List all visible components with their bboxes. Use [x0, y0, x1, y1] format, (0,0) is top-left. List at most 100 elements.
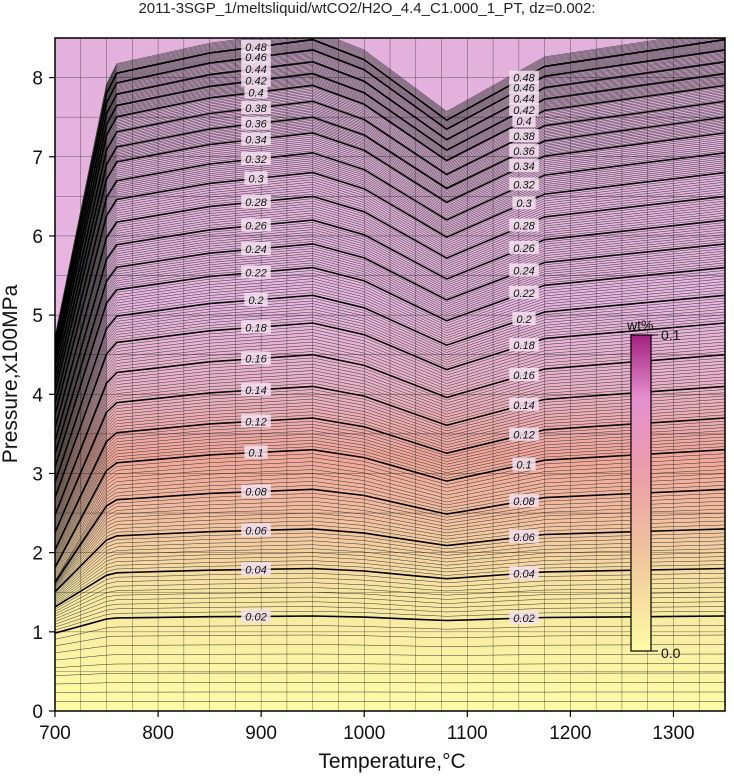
x-tick-label: 900: [245, 723, 277, 744]
contour-label: 0.1: [512, 457, 536, 472]
contour-label-text: 0.12: [513, 430, 534, 442]
contour-label: 0.24: [241, 242, 271, 256]
contour-label: 0.16: [509, 368, 539, 382]
colorbar-unit: wt%: [626, 317, 653, 333]
contour-label-text: 0.14: [245, 385, 266, 397]
contour-label-text: 0.38: [245, 103, 267, 115]
contour-label-text: 0.32: [513, 180, 534, 192]
contour-label-text: 0.36: [245, 119, 267, 131]
contour-label: 0.06: [509, 529, 539, 544]
contour-label: 0.48: [509, 70, 539, 85]
y-tick-label: 1: [32, 623, 43, 644]
contour-label: 0.2: [244, 292, 268, 307]
contour-label: 0.44: [241, 61, 271, 76]
contour-label-text: 0.36: [513, 146, 535, 158]
contour-label: 0.34: [509, 158, 539, 173]
contour-label-text: 0.14: [513, 400, 534, 412]
contour-label: 0.42: [509, 102, 539, 117]
contour-label-text: 0.4: [516, 116, 531, 128]
x-axis-title: Temperature,°C: [318, 750, 465, 773]
contour-label-text: 0.1: [248, 448, 263, 460]
contour-label-text: 0.28: [513, 221, 535, 233]
y-tick-label: 7: [32, 148, 43, 169]
contour-label-text: 0.08: [513, 496, 535, 508]
contour-label-text: 0.1: [516, 460, 531, 472]
contour-label-text: 0.24: [513, 265, 534, 277]
contour-label-text: 0.06: [245, 525, 267, 537]
contour-label-text: 0.48: [513, 73, 535, 85]
contour-label-text: 0.12: [245, 416, 266, 428]
plot-frame: [54, 37, 726, 712]
contour-label: 0.18: [241, 320, 271, 334]
contour-label: 0.4: [244, 85, 268, 99]
contour-label-text: 0.24: [245, 244, 266, 256]
contour-label: 0.12: [509, 427, 539, 442]
contour-label-text: 0.2: [248, 295, 263, 307]
x-tick-label: 1000: [343, 723, 385, 744]
contour-label-text: 0.04: [245, 564, 266, 576]
contour-label: 0.22: [241, 265, 271, 280]
contour-label: 0.32: [241, 151, 271, 166]
y-tick-label: 8: [32, 69, 43, 90]
contour-label-text: 0.18: [245, 322, 267, 334]
contour-label-text: 0.4: [248, 87, 263, 99]
contour-label: 0.36: [241, 116, 271, 131]
colorbar: wt% 0.1 0.0: [626, 317, 681, 661]
colorbar-min-label: 0.0: [661, 645, 681, 661]
contour-label-text: 0.26: [513, 243, 535, 255]
contour-label: 0.4: [512, 114, 536, 128]
contour-label-text: 0.2: [516, 314, 531, 326]
x-tick-label: 1300: [652, 723, 694, 744]
y-tick-label: 2: [32, 544, 43, 565]
contour-label-text: 0.08: [245, 487, 267, 499]
contour-label: 0.02: [241, 609, 271, 623]
x-axis: 700 800 900 1000 1100 1200 1300: [39, 711, 695, 744]
chart-title: 2011-3SGP_1/meltsliquid/wtCO2/H2O_4.4_C1…: [138, 0, 596, 17]
contour-label: 0.16: [241, 351, 271, 366]
contour-label-text: 0.06: [513, 532, 535, 544]
contour-label-text: 0.16: [513, 370, 535, 382]
contour-label: 0.44: [509, 91, 539, 106]
contour-label: 0.42: [241, 73, 271, 88]
contour-label: 0.46: [509, 80, 539, 95]
contour-label-text: 0.42: [513, 105, 534, 117]
contour-label-text: 0.16: [245, 354, 267, 366]
contour-label: 0.48: [241, 40, 271, 54]
contour-label: 0.34: [241, 132, 271, 146]
contour-label: 0.14: [241, 382, 271, 397]
contour-label-text: 0.34: [513, 161, 534, 173]
contour-label: 0.04: [509, 566, 539, 580]
contour-label-text: 0.3: [248, 174, 264, 186]
x-tick-label: 1100: [447, 723, 488, 744]
contour-label-text: 0.22: [513, 288, 534, 300]
contour-label-text: 0.04: [513, 568, 534, 580]
y-axis: 0 1 2 3 4 5 6 7 8: [32, 69, 55, 723]
contour-label: 0.46: [241, 50, 271, 64]
contour-label: 0.26: [241, 218, 271, 233]
contour-label-text: 0.34: [245, 134, 266, 146]
contour-label: 0.26: [509, 241, 539, 255]
contour-label: 0.38: [509, 129, 539, 143]
contour-label-text: 0.18: [513, 340, 535, 352]
contour-label: 0.38: [241, 101, 271, 115]
y-tick-label: 5: [32, 306, 43, 327]
contour-label-text: 0.38: [513, 131, 535, 143]
contour-label: 0.24: [509, 263, 539, 277]
contour-label-text: 0.46: [245, 52, 267, 64]
contour-label: 0.32: [509, 177, 539, 192]
contour-label: 0.36: [509, 143, 539, 158]
contour-label: 0.1: [244, 445, 268, 460]
x-tick-label: 700: [39, 723, 71, 744]
contour-label-text: 0.44: [245, 64, 266, 76]
contour-labels: 0.02 0.02 0.04 0.04 0.06 0.06 0.08 0.08 0.1 0.1 0.…: [241, 40, 539, 625]
contour-label: 0.22: [509, 285, 539, 300]
contour-label: 0.3: [512, 196, 536, 210]
minor-contour-line: [55, 38, 672, 337]
contour-label-text: 0.02: [245, 611, 266, 623]
contour-label: 0.2: [512, 312, 536, 326]
contour-label: 0.28: [509, 218, 539, 233]
contour-label: 0.08: [509, 494, 539, 508]
contour-label: 0.12: [241, 414, 271, 428]
contour-label: 0.08: [241, 484, 271, 499]
